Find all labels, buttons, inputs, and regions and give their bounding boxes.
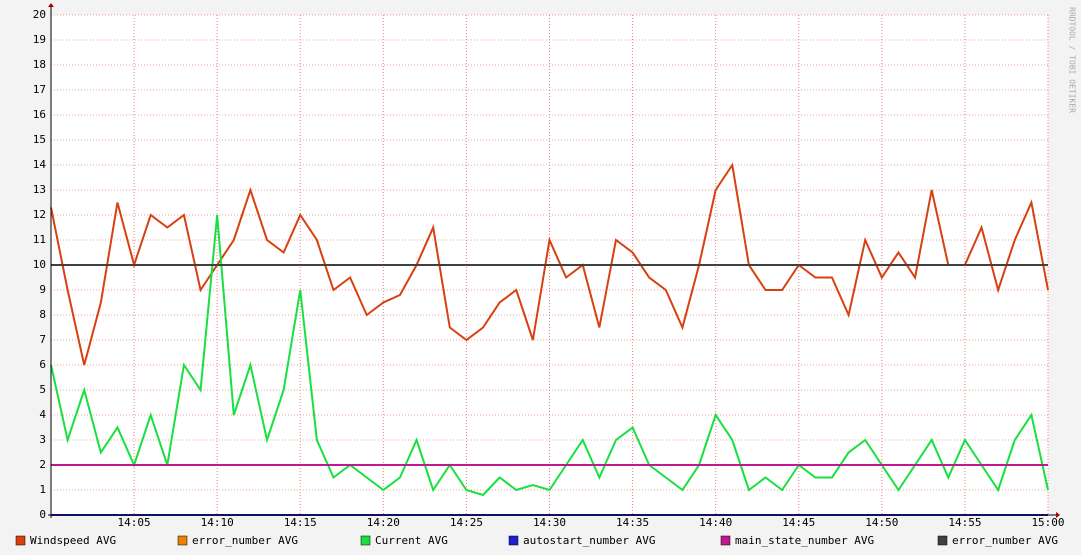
axis-arrow	[48, 3, 54, 7]
legend-swatch	[937, 535, 948, 546]
axis-arrow	[1056, 512, 1060, 518]
y-tick-label: 18	[33, 58, 46, 71]
y-tick-label: 19	[33, 33, 46, 46]
y-tick-label: 9	[39, 283, 46, 296]
legend-swatch	[15, 535, 26, 546]
y-tick-label: 13	[33, 183, 46, 196]
y-tick-label: 1	[39, 483, 46, 496]
x-tick-label: 14:05	[118, 516, 151, 529]
legend-label: error_number AVG	[192, 534, 298, 547]
y-tick-label: 5	[39, 383, 46, 396]
y-tick-label: 6	[39, 358, 46, 371]
legend-swatch	[360, 535, 371, 546]
x-tick-label: 14:35	[616, 516, 649, 529]
x-tick-label: 14:40	[699, 516, 732, 529]
x-tick-label: 14:30	[533, 516, 566, 529]
x-tick-label: 14:10	[201, 516, 234, 529]
legend-label: main_state_number AVG	[735, 534, 874, 547]
x-tick-label: 14:50	[865, 516, 898, 529]
x-tick-label: 14:20	[367, 516, 400, 529]
y-tick-label: 0	[39, 508, 46, 521]
legend-label: Windspeed AVG	[30, 534, 116, 547]
x-tick-label: 14:45	[782, 516, 815, 529]
y-tick-label: 7	[39, 333, 46, 346]
y-tick-label: 16	[33, 108, 46, 121]
legend-label: error_number AVG	[952, 534, 1058, 547]
x-tick-label: 15:00	[1031, 516, 1064, 529]
y-tick-label: 2	[39, 458, 46, 471]
legend-label: autostart_number AVG	[523, 534, 655, 547]
y-tick-label: 17	[33, 83, 46, 96]
legend-swatch	[720, 535, 731, 546]
y-tick-label: 3	[39, 433, 46, 446]
x-tick-label: 14:55	[948, 516, 981, 529]
legend-swatch	[177, 535, 188, 546]
y-tick-label: 14	[33, 158, 47, 171]
x-tick-label: 14:15	[284, 516, 317, 529]
watermark: RRDTOOL / TOBI OETIKER	[1068, 7, 1077, 113]
y-tick-label: 12	[33, 208, 46, 221]
y-tick-label: 20	[33, 8, 46, 21]
x-tick-label: 14:25	[450, 516, 483, 529]
y-tick-label: 4	[39, 408, 46, 421]
y-tick-label: 10	[33, 258, 46, 271]
y-tick-label: 8	[39, 308, 46, 321]
legend-label: Current AVG	[375, 534, 448, 547]
y-tick-label: 15	[33, 133, 46, 146]
legend-swatch	[508, 535, 519, 546]
y-tick-label: 11	[33, 233, 46, 246]
